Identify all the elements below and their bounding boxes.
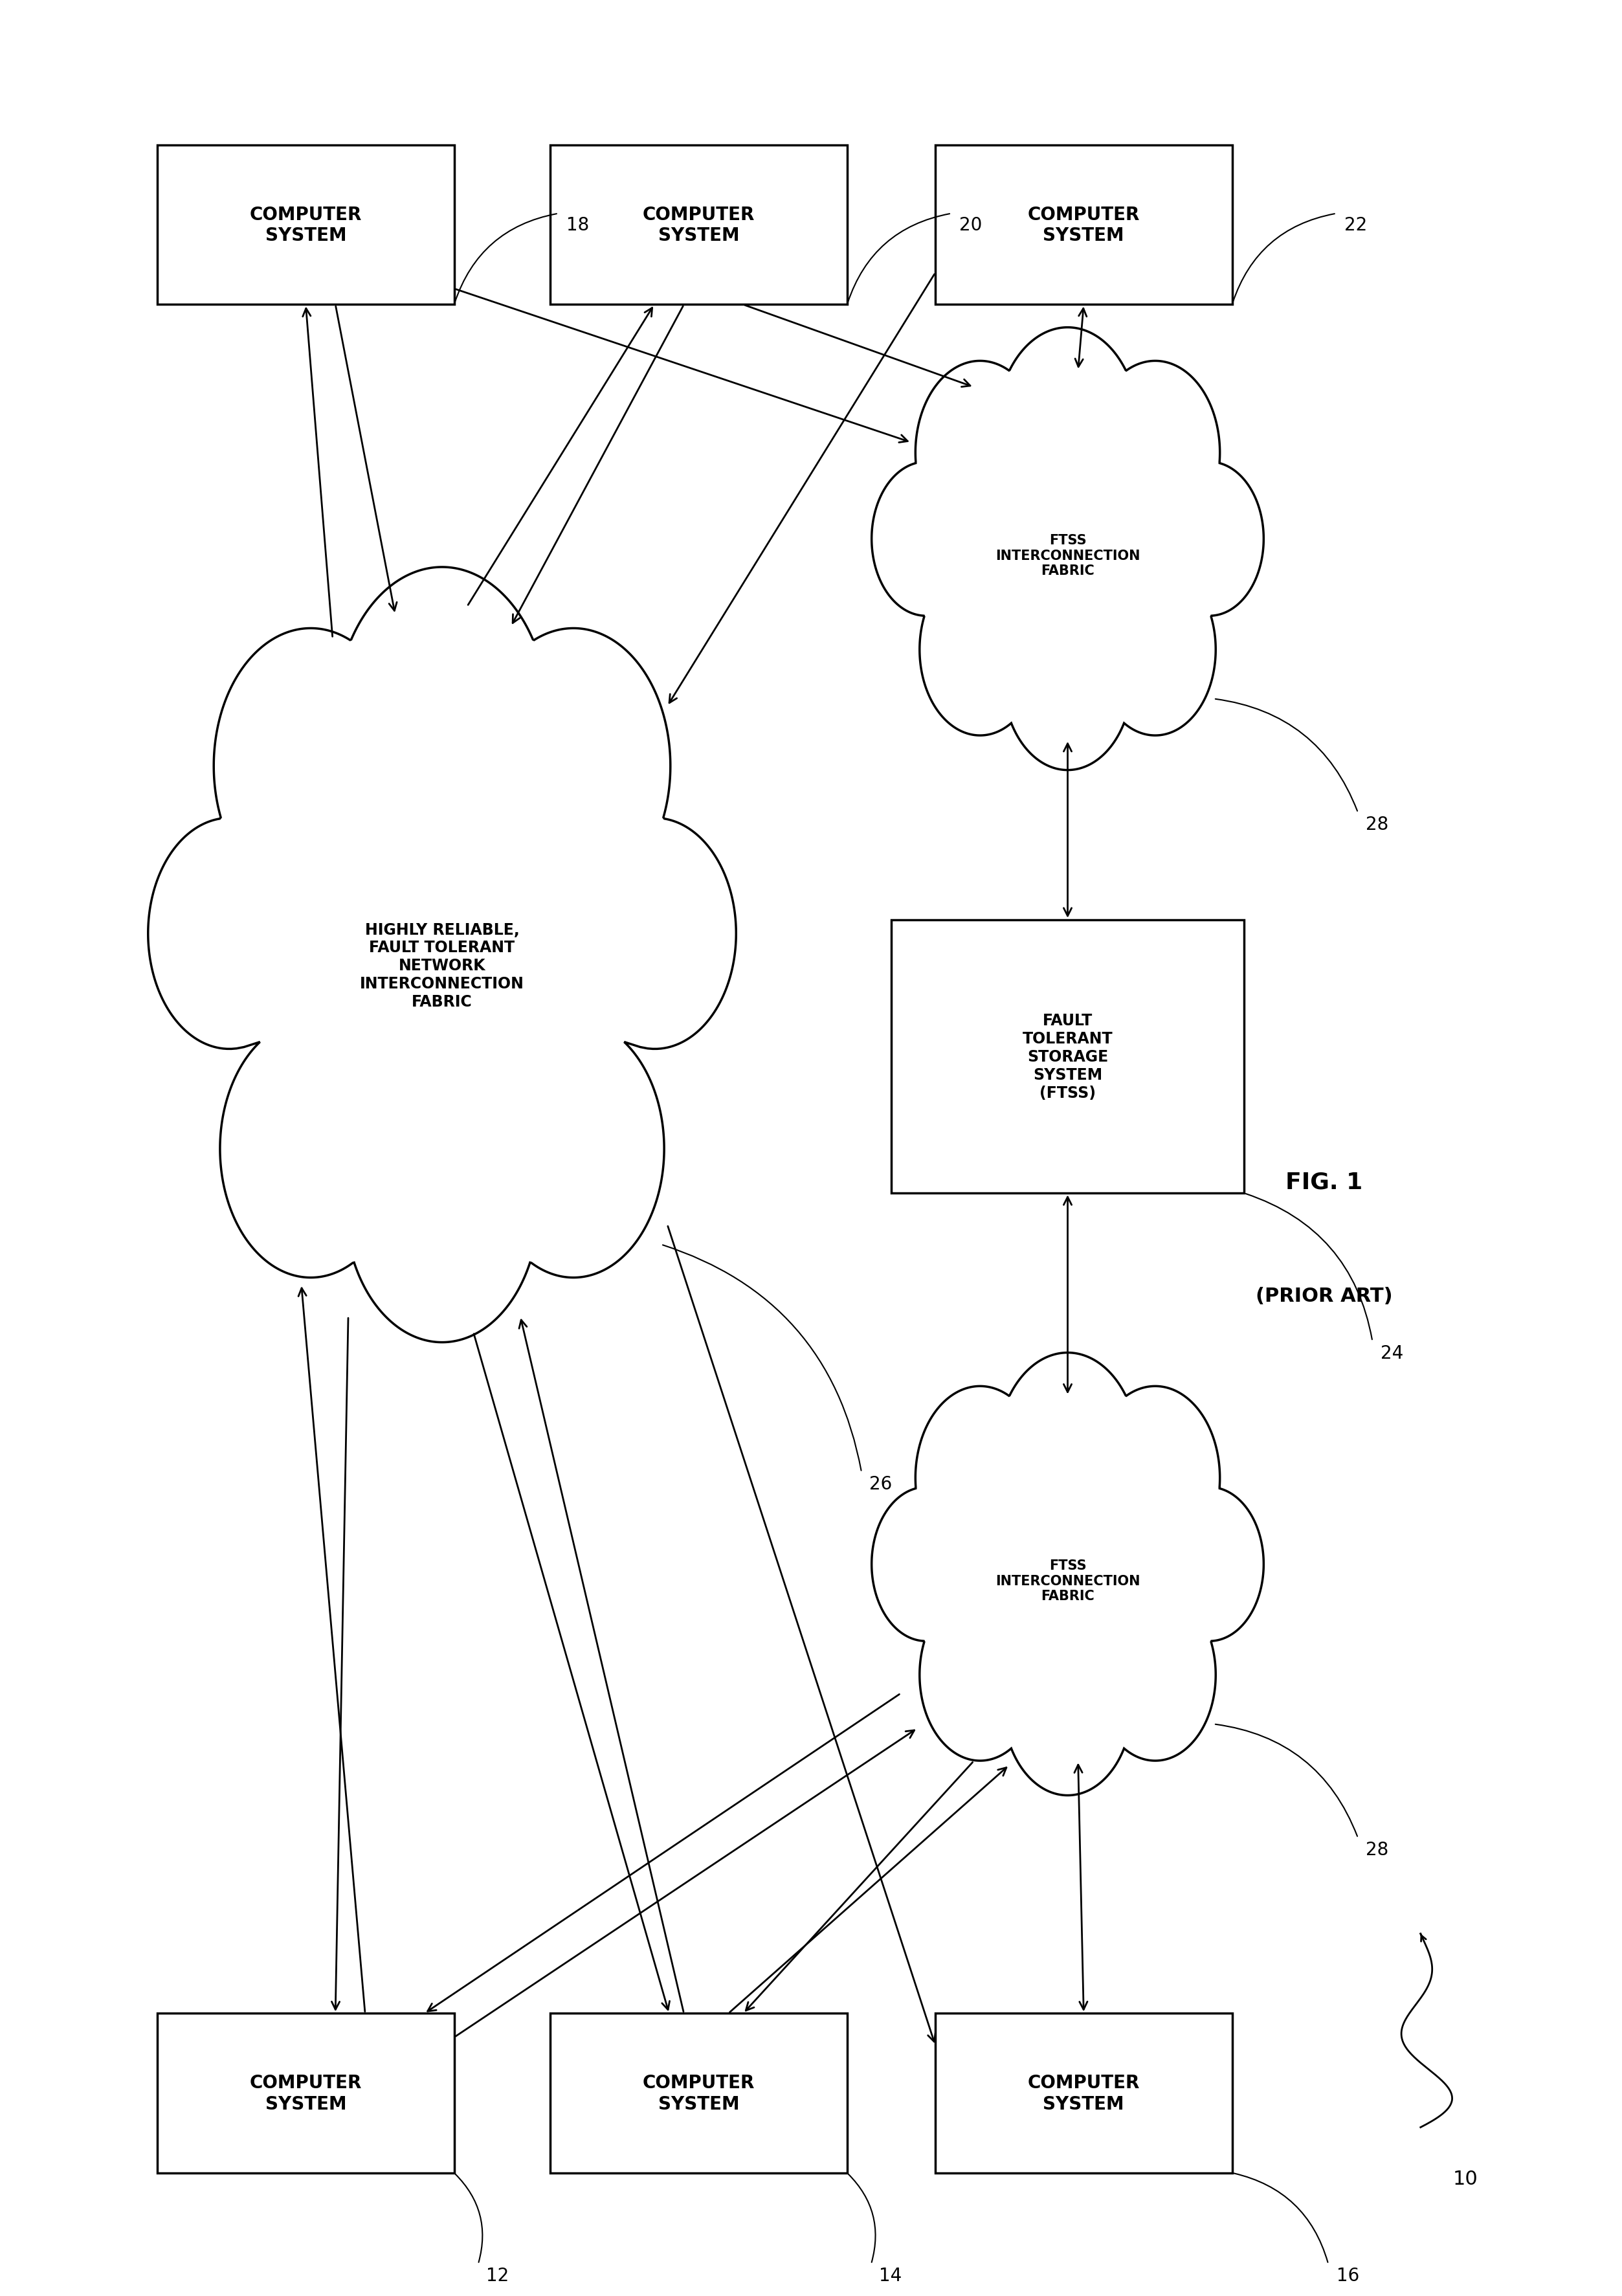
Bar: [157, 145, 454, 305]
Text: HIGHLY RELIABLE,
FAULT TOLERANT
NETWORK
INTERCONNECTION
FABRIC: HIGHLY RELIABLE, FAULT TOLERANT NETWORK …: [360, 923, 524, 1010]
Text: 26: 26: [869, 1474, 892, 1492]
Text: COMPUTER
SYSTEM: COMPUTER SYSTEM: [250, 207, 362, 246]
Text: FAULT
TOLERANT
STORAGE
SYSTEM
(FTSS): FAULT TOLERANT STORAGE SYSTEM (FTSS): [1022, 1013, 1113, 1100]
Text: 28: 28: [1366, 815, 1388, 833]
Text: 24: 24: [1380, 1343, 1403, 1362]
Bar: [890, 921, 1244, 1194]
Bar: [936, 145, 1233, 305]
Bar: [936, 2014, 1233, 2172]
Bar: [550, 145, 847, 305]
Text: COMPUTER
SYSTEM: COMPUTER SYSTEM: [1028, 2073, 1140, 2112]
Polygon shape: [148, 567, 736, 1343]
Text: 20: 20: [959, 216, 983, 234]
Bar: [550, 2014, 847, 2172]
Bar: [157, 2014, 454, 2172]
Text: 22: 22: [1345, 216, 1367, 234]
Text: COMPUTER
SYSTEM: COMPUTER SYSTEM: [642, 2073, 754, 2112]
Polygon shape: [871, 1352, 1264, 1795]
Text: (PRIOR ART): (PRIOR ART): [1255, 1286, 1393, 1306]
Text: 18: 18: [566, 216, 589, 234]
Text: FIG. 1: FIG. 1: [1286, 1171, 1362, 1194]
Polygon shape: [871, 328, 1264, 771]
Text: 16: 16: [1337, 2266, 1359, 2285]
Text: 14: 14: [879, 2266, 902, 2285]
Text: FTSS
INTERCONNECTION
FABRIC: FTSS INTERCONNECTION FABRIC: [996, 535, 1140, 576]
Text: COMPUTER
SYSTEM: COMPUTER SYSTEM: [250, 2073, 362, 2112]
Text: 12: 12: [487, 2266, 509, 2285]
Text: COMPUTER
SYSTEM: COMPUTER SYSTEM: [1028, 207, 1140, 246]
Text: FTSS
INTERCONNECTION
FABRIC: FTSS INTERCONNECTION FABRIC: [996, 1559, 1140, 1603]
Text: COMPUTER
SYSTEM: COMPUTER SYSTEM: [642, 207, 754, 246]
Text: 28: 28: [1366, 1841, 1388, 1857]
Text: 10: 10: [1453, 2170, 1478, 2188]
